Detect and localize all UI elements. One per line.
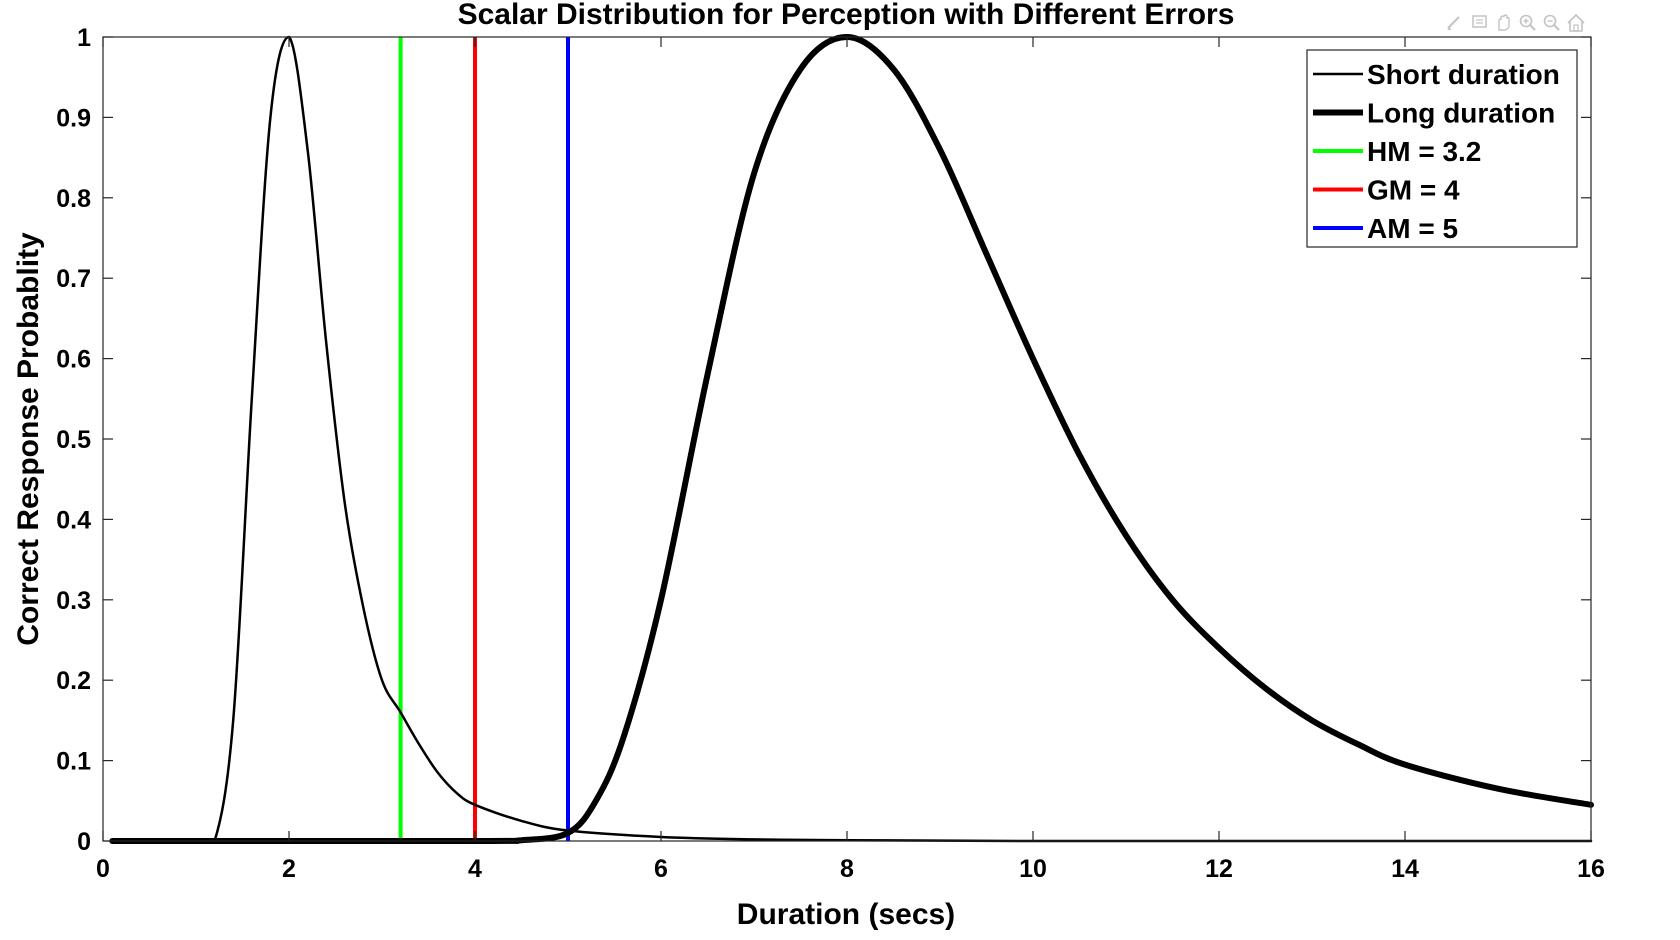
legend-label: AM = 5 bbox=[1367, 213, 1458, 244]
reference-lines bbox=[398, 37, 570, 841]
y-tick-label: 0.5 bbox=[56, 426, 91, 454]
y-tick-label: 0.3 bbox=[56, 587, 91, 615]
data-tips-icon[interactable] bbox=[1472, 15, 1487, 28]
x-tick-label: 2 bbox=[282, 855, 296, 883]
legend-label: HM = 3.2 bbox=[1367, 136, 1481, 167]
legend-label: GM = 4 bbox=[1367, 175, 1460, 206]
legend-label: Short duration bbox=[1367, 59, 1560, 90]
y-tick-label: 0.4 bbox=[56, 506, 91, 534]
y-axis: 0 0.1 0.2 0.3 0.4 0.5 0.6 0.7 0.8 0.9 1 bbox=[56, 24, 1591, 856]
zoom-out-icon[interactable] bbox=[1543, 14, 1560, 31]
y-tick-label: 0.1 bbox=[56, 748, 91, 776]
y-tick-label: 0.8 bbox=[56, 185, 91, 213]
y-tick-label: 1 bbox=[77, 24, 91, 52]
brush-icon[interactable] bbox=[1447, 16, 1460, 30]
home-icon[interactable] bbox=[1567, 13, 1585, 32]
y-tick-label: 0.6 bbox=[56, 346, 91, 374]
x-tick-label: 8 bbox=[840, 855, 854, 883]
x-tick-label: 16 bbox=[1577, 855, 1605, 883]
legend: Short duration Long duration HM = 3.2 GM = … bbox=[1306, 49, 1578, 248]
chart-title: Scalar Distribution for Perception with … bbox=[458, 0, 1235, 31]
x-tick-label: 14 bbox=[1391, 855, 1419, 883]
zoom-in-icon[interactable] bbox=[1519, 14, 1536, 31]
legend-label: Long duration bbox=[1367, 98, 1555, 129]
y-tick-label: 0.9 bbox=[56, 104, 91, 132]
x-axis-label: Duration (secs) bbox=[737, 898, 955, 931]
y-tick-label: 0.2 bbox=[56, 667, 91, 695]
y-tick-label: 0 bbox=[77, 828, 91, 856]
x-tick-label: 6 bbox=[654, 855, 668, 883]
x-tick-label: 10 bbox=[1019, 855, 1047, 883]
axes-toolbar bbox=[1447, 13, 1585, 32]
long-duration-series-line bbox=[109, 34, 1594, 845]
x-tick-label: 0 bbox=[96, 855, 110, 883]
y-tick-label: 0.7 bbox=[56, 265, 91, 293]
legend-box bbox=[1306, 49, 1578, 248]
pan-icon[interactable] bbox=[1498, 14, 1510, 31]
y-axis-label: Correct Response Probablity bbox=[12, 232, 45, 646]
x-tick-label: 4 bbox=[468, 855, 482, 883]
x-tick-label: 12 bbox=[1205, 855, 1233, 883]
x-axis: 0 2 4 6 8 10 12 14 16 bbox=[96, 37, 1605, 883]
